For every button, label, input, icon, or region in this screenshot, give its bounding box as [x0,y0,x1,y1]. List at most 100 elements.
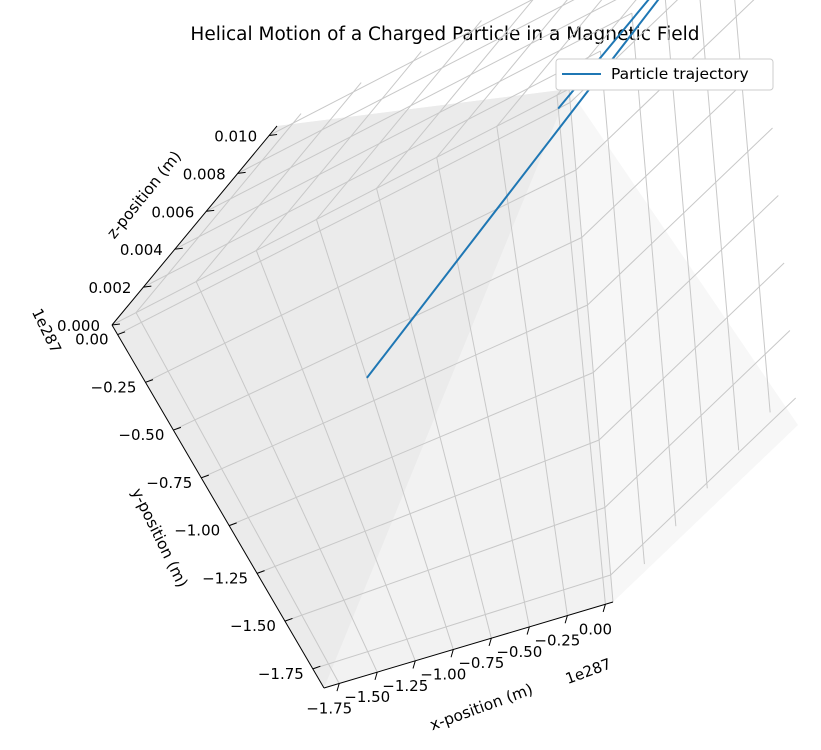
y-tick-0 [117,331,126,336]
z-tick-5 [269,134,278,136]
grid-line-y-back-5 [598,262,785,441]
grid-line-y-floor-1 [145,169,577,383]
grid-line-x-floor-4 [376,188,492,639]
axes-panes [112,89,798,688]
x-tick-2 [412,660,416,669]
x-tick-label-3: −1.00 [420,666,466,684]
z-tick-label-5: 0.010 [214,127,257,145]
grid-line-z-left-2 [174,12,633,250]
grid-line-x-back-5 [436,0,568,158]
grid-line-z-left-5 [268,0,533,136]
grid-lines [111,0,797,684]
z-tick-4 [237,171,246,174]
grid-line-y-back-7 [610,397,797,576]
grid-line-z-left-4 [237,0,575,174]
grid-line-z-left-0 [111,88,570,326]
x-tick-1 [374,672,378,680]
grid-line-z-right-1 [599,51,645,565]
y-tick-label-0: 0.00 [75,331,108,349]
x-tick-label-7: 0.00 [579,620,612,638]
z-tick-1 [143,285,152,288]
y-tick-7 [312,665,321,670]
y-tick-2 [173,426,182,431]
grid-line-y-back-4 [592,195,779,373]
y-axis-line [111,324,325,689]
y-tick-label-2: −0.50 [118,426,164,444]
grid-line-x-back-4 [376,0,534,189]
grid-line-x-back-3 [316,20,482,220]
x-tick-3 [450,649,454,658]
x-tick-4 [488,638,492,647]
z-axis-label: z-position (m) [103,148,184,243]
x-axis-line [323,601,614,689]
x-tick-label-6: −0.25 [534,632,580,650]
chart-title: Helical Motion of a Charged Particle in … [190,24,699,45]
grid-line-y-floor-3 [201,304,588,479]
z-tick-label-4: 0.008 [183,165,226,183]
grid-line-x-floor-7 [556,95,606,605]
grid-line-z-left-3 [206,0,617,212]
z-tick-label-0: 0.000 [57,317,100,335]
x-tick-5 [526,626,530,635]
grid-line-z-right-5 [734,0,771,413]
y-tick-4 [228,522,237,527]
z-axis-line [111,125,278,326]
grid-line-x-back-6 [496,0,603,127]
x-tick-label-5: −0.50 [496,643,542,661]
grid-line-y-floor-6 [284,507,606,622]
legend: Particle trajectory [555,58,774,91]
x-tick-6 [564,615,568,624]
x-tick-label-1: −1.50 [344,688,390,706]
y-tick-label-5: −1.25 [202,569,248,587]
legend-box [555,58,774,91]
grid-line-y-floor-0 [117,102,571,335]
grid-line-x-floor-0 [135,312,340,684]
grid-line-y-floor-5 [256,439,600,574]
grid-line-x-back-1 [195,82,362,282]
y-tick-3 [201,474,209,479]
y-tick-label-4: −1.00 [174,522,220,540]
grid-line-y-floor-7 [312,574,611,670]
grid-line-y-floor-4 [228,372,594,527]
y-tick-5 [256,570,265,574]
x-tick-label-4: −0.75 [458,654,504,672]
y-tick-label-6: −1.50 [230,617,276,635]
grid-line-y-back-6 [604,330,791,508]
grid-line-y-back-3 [587,127,773,306]
grid-line-x-floor-6 [496,126,568,616]
y-tick-1 [145,379,154,383]
grid-line-x-floor-2 [255,250,416,662]
x-offset-label: 1e287 [563,655,614,688]
grid-line-x-back-2 [255,51,422,251]
grid-line-y-floor-2 [173,237,582,431]
pane-back-y [569,89,798,602]
axis-ticks: −1.75−1.50−1.25−1.00−0.75−0.50−0.250.000… [57,127,612,717]
grid-line-x-back-0 [135,113,302,313]
z-tick-2 [174,247,183,250]
legend-label-particle-trajectory: Particle trajectory [611,65,749,83]
series-layer [366,0,660,379]
grid-line-z-right-2 [631,13,677,527]
series-line-0 [366,0,660,379]
grid-line-z-left-1 [143,50,601,288]
y-tick-label-1: −0.25 [91,378,137,396]
z-tick-0 [111,323,120,326]
y-tick-label-3: −0.75 [146,474,192,492]
grid-line-x-floor-5 [436,157,530,627]
y-tick-6 [284,617,293,622]
grid-line-x-floor-3 [315,219,454,650]
z-tick-label-2: 0.004 [120,241,163,259]
x-tick-label-0: −1.75 [306,699,352,717]
y-tick-label-7: −1.75 [258,665,304,683]
axis-lines [111,125,614,689]
grid-line-z-right-0 [568,88,614,603]
x-axis-label: x-position (m) [427,680,535,734]
z-tick-3 [206,209,215,212]
grid-line-z-right-4 [699,0,740,451]
x-tick-label-2: −1.25 [382,677,428,695]
x-tick-0 [336,683,340,692]
x-tick-7 [602,604,606,613]
grid-line-x-floor-1 [195,281,378,673]
pane-floor [112,89,569,688]
